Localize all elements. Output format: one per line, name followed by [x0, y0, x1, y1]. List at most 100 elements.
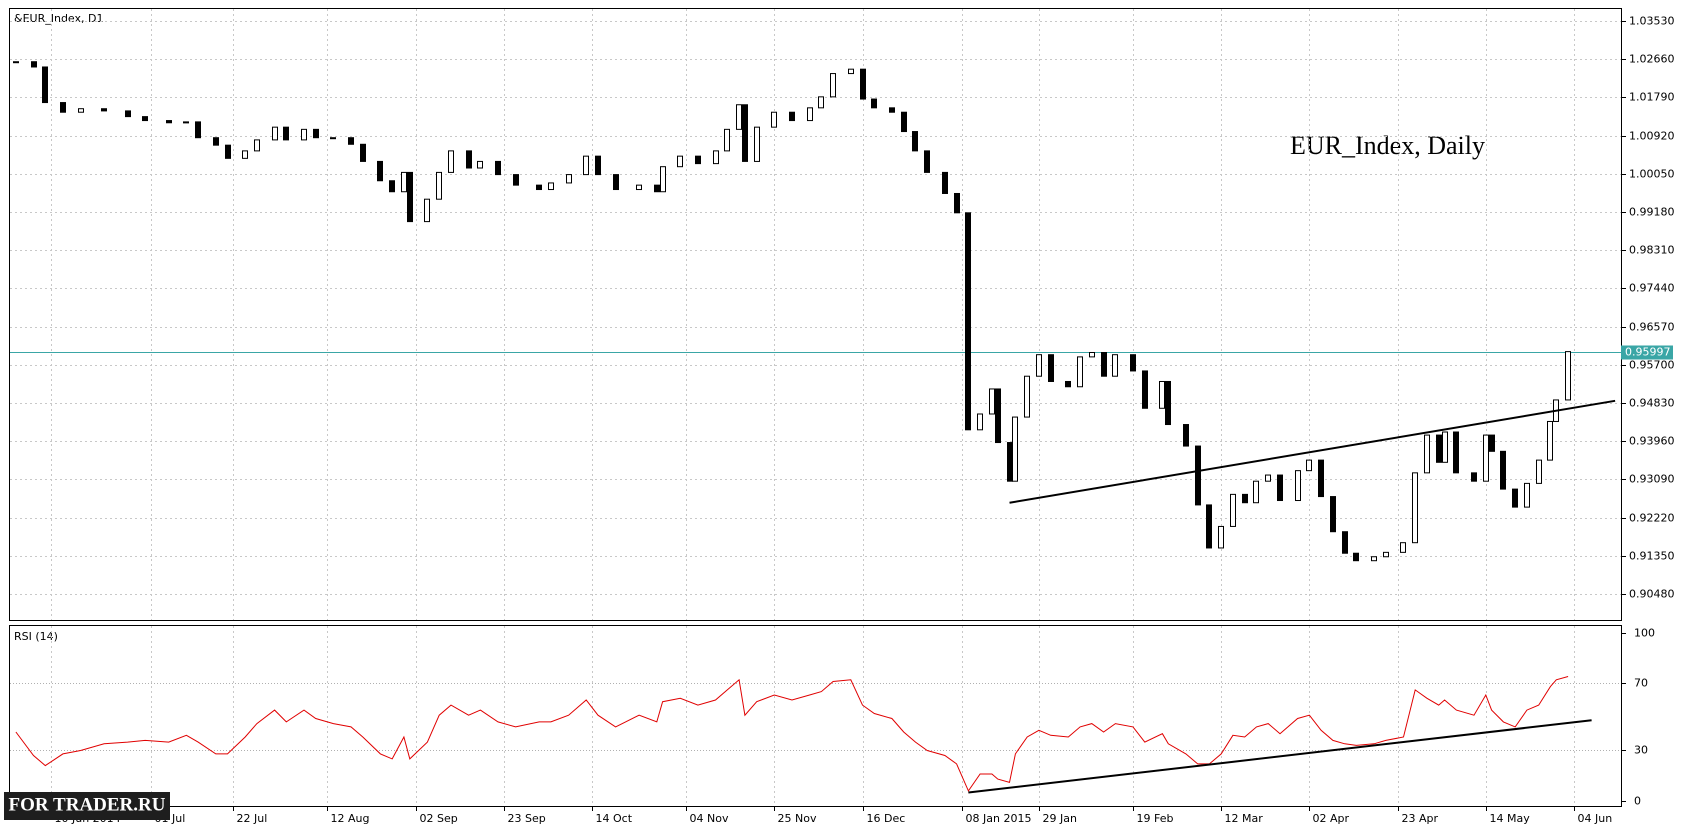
- candle-body: [1142, 370, 1148, 409]
- candle-body: [1565, 351, 1571, 401]
- x-tick-label: 02 Sep: [420, 812, 458, 825]
- candle-body: [1036, 354, 1042, 377]
- candle-body: [1306, 459, 1312, 472]
- candle-body: [183, 121, 189, 124]
- rsi-title: RSI (14): [14, 630, 58, 643]
- candle-body: [78, 108, 84, 113]
- candle-body: [989, 388, 995, 415]
- candle-body: [125, 110, 131, 118]
- candle-body: [1101, 351, 1107, 377]
- candle-body: [1330, 496, 1336, 533]
- candle-body: [583, 155, 589, 176]
- candle-body: [389, 180, 395, 193]
- y-tick-label: 0.94830: [1629, 397, 1675, 410]
- candle-body: [660, 166, 666, 193]
- candle-body: [1242, 493, 1248, 504]
- candle-body: [889, 107, 895, 113]
- candle-body: [1489, 434, 1495, 452]
- candle-body: [636, 184, 642, 191]
- price-frame: [9, 8, 1622, 621]
- rsi-frame: [9, 625, 1622, 807]
- candle-body: [595, 155, 601, 176]
- candle-body: [912, 131, 918, 152]
- candle-body: [213, 137, 219, 146]
- candle-body: [742, 104, 748, 162]
- x-tick-label: 04 Nov: [690, 812, 729, 825]
- candle-body: [407, 171, 413, 223]
- candle-body: [301, 128, 307, 141]
- candle-body: [495, 160, 501, 176]
- candle-body: [654, 184, 660, 193]
- candle-body: [771, 111, 777, 128]
- candle-body: [283, 126, 289, 141]
- y-tick-label: 0.99180: [1629, 206, 1675, 219]
- candle-body: [424, 198, 430, 223]
- watermark-box: [4, 792, 170, 820]
- candle-body: [1400, 542, 1406, 553]
- candle-body: [1500, 450, 1506, 490]
- candle-body: [330, 137, 336, 140]
- y-tick-label: 0.98310: [1629, 244, 1675, 257]
- candle-body: [1412, 472, 1418, 544]
- candle-body: [924, 150, 930, 173]
- candle-body: [1206, 504, 1212, 549]
- y-tick-label: 1.01790: [1629, 91, 1675, 104]
- candle-body: [1424, 434, 1430, 474]
- annotation: EUR_Index, Daily: [1290, 131, 1485, 160]
- candle-body: [1195, 445, 1201, 506]
- candle-body: [1442, 431, 1448, 463]
- candle-body: [348, 137, 354, 145]
- candle-body: [1089, 351, 1095, 358]
- candle-body: [1536, 459, 1542, 484]
- candle-body: [1112, 354, 1118, 377]
- x-tick-label: 19 Feb: [1137, 812, 1174, 825]
- candle-body: [1048, 354, 1054, 382]
- x-tick-label: 25 Nov: [778, 812, 817, 825]
- candle-body: [242, 150, 248, 159]
- candle-body: [513, 174, 519, 186]
- candle-body: [901, 111, 907, 133]
- candle-body: [1130, 354, 1136, 372]
- candle-body: [377, 160, 383, 182]
- candle-body: [1012, 416, 1018, 482]
- candle-body: [1077, 356, 1083, 388]
- candle-body: [1371, 556, 1377, 562]
- candle-body: [1183, 424, 1189, 447]
- candle-body: [360, 143, 366, 162]
- y-tick-label: 0.97440: [1629, 282, 1675, 295]
- chart-title: &EUR_Index, D1: [14, 12, 103, 25]
- x-tick-label: 12 Mar: [1225, 812, 1264, 825]
- candle-body: [1230, 493, 1236, 527]
- x-tick-label: 29 Jan: [1043, 812, 1077, 825]
- candle-body: [101, 108, 107, 112]
- candle-body: [13, 61, 19, 64]
- x-tick-label: 04 Jun: [1578, 812, 1613, 825]
- candle-body: [754, 126, 760, 162]
- candle-body: [818, 96, 824, 109]
- candle-body: [995, 388, 1001, 444]
- candle-body: [1065, 380, 1071, 388]
- candle-body: [1024, 375, 1030, 418]
- candle-body: [1295, 470, 1301, 502]
- candle-body: [954, 192, 960, 214]
- y-tick-label: 1.00920: [1629, 130, 1675, 143]
- candle-body: [1512, 488, 1518, 508]
- rsi-tick-label: 100: [1634, 627, 1655, 640]
- candle-body: [965, 212, 971, 431]
- x-tick-label: 23 Apr: [1402, 812, 1439, 825]
- y-tick-label: 0.93090: [1629, 473, 1675, 486]
- candle-body: [1547, 420, 1553, 461]
- x-tick-label: 22 Jul: [237, 812, 268, 825]
- x-tick-label: 08 Jan 2015: [966, 812, 1032, 825]
- y-tick-label: 0.96570: [1629, 321, 1675, 334]
- candle-body: [724, 128, 730, 152]
- y-tick-label: 0.95700: [1629, 359, 1675, 372]
- candle-body: [1453, 431, 1459, 474]
- candle-body: [1471, 472, 1477, 482]
- candle-body: [1524, 482, 1530, 508]
- x-tick-label: 16 Dec: [867, 812, 906, 825]
- candle-body: [225, 144, 231, 159]
- current-price-label: 0.95997: [1625, 346, 1671, 359]
- y-tick-label: 0.93960: [1629, 435, 1675, 448]
